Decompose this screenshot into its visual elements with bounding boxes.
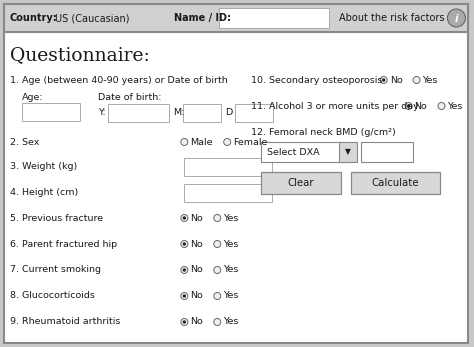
- Text: No: No: [191, 318, 203, 327]
- Text: US (Caucasian): US (Caucasian): [55, 13, 129, 23]
- Circle shape: [214, 240, 221, 247]
- FancyBboxPatch shape: [361, 142, 412, 162]
- Circle shape: [181, 214, 188, 221]
- Text: Country:: Country:: [10, 13, 58, 23]
- Text: Yes: Yes: [422, 76, 438, 85]
- Text: 7. Current smoking: 7. Current smoking: [10, 265, 101, 274]
- Text: Female: Female: [233, 137, 267, 146]
- Circle shape: [181, 319, 188, 325]
- Text: No: No: [415, 102, 427, 110]
- Text: Age:: Age:: [22, 93, 44, 102]
- Text: 12. Femoral neck BMD (g/cm²): 12. Femoral neck BMD (g/cm²): [251, 127, 396, 136]
- Text: Select DXA: Select DXA: [267, 147, 319, 156]
- Text: Date of birth:: Date of birth:: [98, 93, 161, 102]
- FancyBboxPatch shape: [351, 172, 440, 194]
- Text: 8. Glucocorticoids: 8. Glucocorticoids: [10, 291, 95, 301]
- Circle shape: [182, 216, 186, 220]
- Text: 4. Height (cm): 4. Height (cm): [10, 187, 78, 196]
- FancyBboxPatch shape: [4, 4, 468, 343]
- Circle shape: [214, 293, 221, 299]
- Text: No: No: [191, 291, 203, 301]
- Circle shape: [182, 268, 186, 272]
- FancyBboxPatch shape: [183, 104, 221, 122]
- Text: Male: Male: [191, 137, 213, 146]
- Text: Y:: Y:: [98, 108, 105, 117]
- FancyBboxPatch shape: [219, 8, 329, 28]
- Circle shape: [407, 104, 410, 108]
- Text: No: No: [390, 76, 402, 85]
- Text: About the risk factors: About the risk factors: [339, 13, 444, 23]
- Circle shape: [182, 320, 186, 324]
- Text: ▼: ▼: [345, 147, 351, 156]
- Text: No: No: [191, 265, 203, 274]
- Text: 1. Age (between 40-90 years) or Date of birth: 1. Age (between 40-90 years) or Date of …: [10, 76, 228, 85]
- Circle shape: [181, 266, 188, 273]
- Text: Yes: Yes: [223, 318, 238, 327]
- Text: 3. Weight (kg): 3. Weight (kg): [10, 161, 77, 170]
- FancyBboxPatch shape: [22, 103, 80, 121]
- Circle shape: [380, 76, 387, 84]
- Text: Yes: Yes: [223, 239, 238, 248]
- Circle shape: [181, 240, 188, 247]
- Text: Yes: Yes: [447, 102, 463, 110]
- Circle shape: [413, 76, 420, 84]
- FancyBboxPatch shape: [184, 184, 272, 202]
- Text: i: i: [455, 14, 458, 24]
- Circle shape: [438, 102, 445, 110]
- Text: 6. Parent fractured hip: 6. Parent fractured hip: [10, 239, 117, 248]
- Circle shape: [382, 78, 385, 82]
- Text: Clear: Clear: [288, 178, 314, 188]
- Text: Yes: Yes: [223, 213, 238, 222]
- FancyBboxPatch shape: [339, 142, 357, 162]
- Circle shape: [182, 294, 186, 298]
- FancyBboxPatch shape: [261, 172, 341, 194]
- Text: 2. Sex: 2. Sex: [10, 137, 39, 146]
- Text: Questionnaire:: Questionnaire:: [10, 46, 150, 64]
- Circle shape: [181, 293, 188, 299]
- Text: Name / ID:: Name / ID:: [174, 13, 231, 23]
- Text: 11. Alcohol 3 or more units per day: 11. Alcohol 3 or more units per day: [251, 102, 419, 110]
- Text: 5. Previous fracture: 5. Previous fracture: [10, 213, 103, 222]
- Text: M:: M:: [173, 108, 185, 117]
- Text: No: No: [191, 213, 203, 222]
- Circle shape: [224, 138, 231, 145]
- FancyBboxPatch shape: [184, 158, 272, 176]
- Circle shape: [181, 138, 188, 145]
- Text: Yes: Yes: [223, 291, 238, 301]
- Circle shape: [214, 214, 221, 221]
- Text: D: D: [225, 108, 232, 117]
- Text: Calculate: Calculate: [372, 178, 419, 188]
- Text: No: No: [191, 239, 203, 248]
- Text: 9. Rheumatoid arthritis: 9. Rheumatoid arthritis: [10, 318, 120, 327]
- FancyBboxPatch shape: [235, 104, 273, 122]
- Circle shape: [214, 266, 221, 273]
- Circle shape: [182, 242, 186, 246]
- Circle shape: [214, 319, 221, 325]
- FancyBboxPatch shape: [108, 104, 169, 122]
- Circle shape: [405, 102, 412, 110]
- Circle shape: [447, 9, 465, 27]
- Text: Yes: Yes: [223, 265, 238, 274]
- FancyBboxPatch shape: [4, 4, 468, 32]
- FancyBboxPatch shape: [261, 142, 346, 162]
- Text: 10. Secondary osteoporosis: 10. Secondary osteoporosis: [251, 76, 383, 85]
